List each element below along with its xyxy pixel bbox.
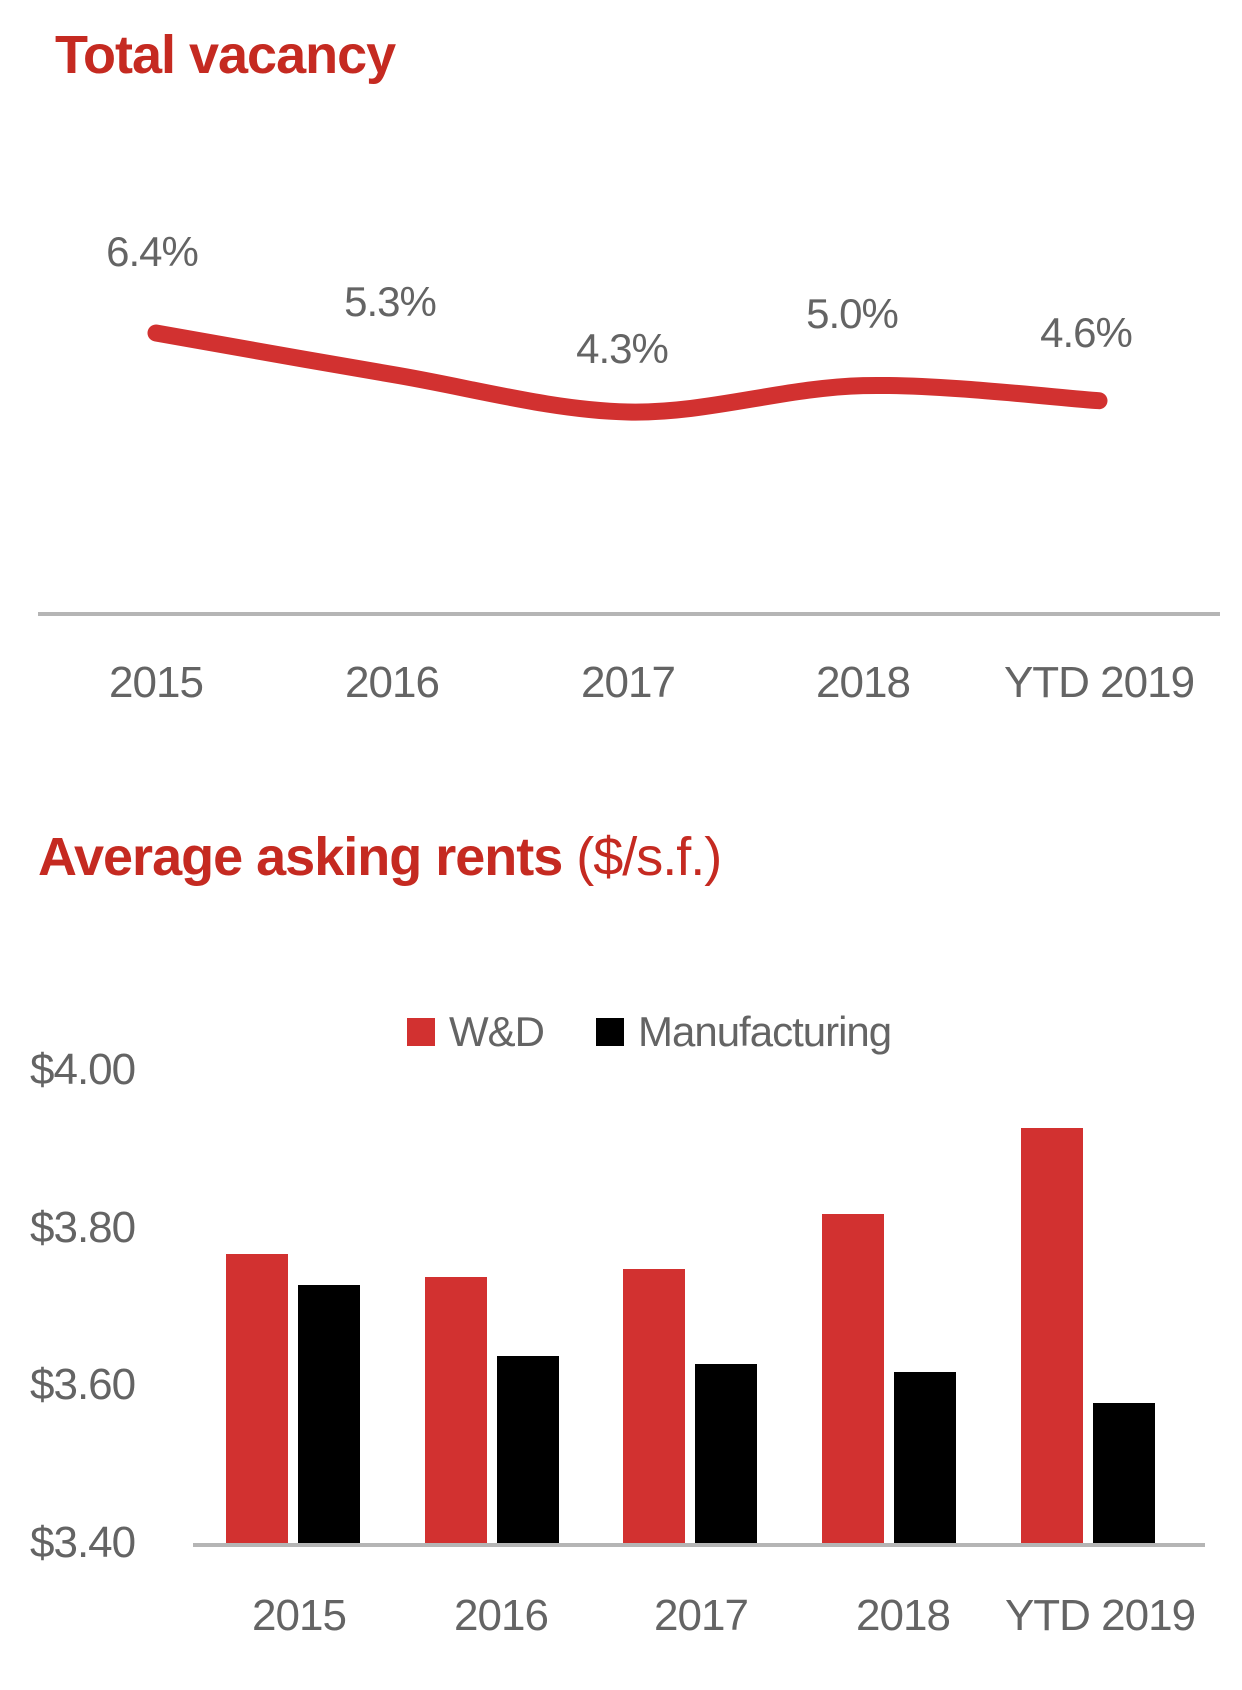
rents-x-label-2016: 2016 bbox=[454, 1591, 549, 1640]
bar-manufacturing-2018 bbox=[894, 1372, 956, 1545]
bar-manufacturing-2015 bbox=[298, 1285, 360, 1545]
manufacturing-legend-swatch-icon bbox=[596, 1018, 624, 1046]
rents-x-label-2017: 2017 bbox=[654, 1591, 749, 1640]
bar-manufacturing-2017 bbox=[695, 1364, 757, 1545]
rents-x-label-2015: 2015 bbox=[252, 1591, 347, 1640]
vacancy-x-label-2018: 2018 bbox=[816, 658, 911, 707]
legend: W&D Manufacturing bbox=[407, 1008, 892, 1056]
bar-manufacturing-ytd2019 bbox=[1093, 1403, 1155, 1545]
asking-rents-title-suffix: ($/s.f.) bbox=[576, 827, 722, 887]
vacancy-x-label-2016: 2016 bbox=[345, 658, 440, 707]
vacancy-value-label-2018: 5.0% bbox=[806, 290, 899, 337]
ytick-label-380: $3.80 bbox=[30, 1203, 136, 1252]
ytick-label-400: $4.00 bbox=[30, 1045, 136, 1094]
manufacturing-legend-label: Manufacturing bbox=[638, 1008, 892, 1055]
vacancy-value-label-2017: 4.3% bbox=[576, 325, 669, 372]
rents-x-label-ytd2019: YTD 2019 bbox=[1004, 1591, 1196, 1640]
vacancy-value-label-2016: 5.3% bbox=[344, 278, 437, 325]
vacancy-x-label-2015: 2015 bbox=[109, 658, 204, 707]
bar-wd-ytd2019 bbox=[1021, 1128, 1083, 1545]
wd-legend-label: W&D bbox=[449, 1008, 545, 1055]
bar-wd-2015 bbox=[226, 1254, 288, 1545]
ytick-label-360: $3.60 bbox=[30, 1360, 136, 1409]
bars-plot-area bbox=[0, 720, 1242, 1690]
bar-wd-2016 bbox=[425, 1277, 487, 1545]
asking-rents-chart: Average asking rents ($/s.f.) W&D Manufa… bbox=[0, 720, 1242, 1690]
wd-legend-swatch-icon bbox=[407, 1018, 435, 1046]
rents-x-axis-line bbox=[193, 1543, 1205, 1547]
rents-x-label-2018: 2018 bbox=[856, 1591, 951, 1640]
asking-rents-title-main: Average asking rents bbox=[38, 827, 563, 887]
asking-rents-title: Average asking rents ($/s.f.) bbox=[38, 826, 722, 888]
total-vacancy-chart: Total vacancy 6.4% 5.3% 4.3% 5.0% 4.6% 2… bbox=[0, 0, 1242, 720]
legend-item-manufacturing: Manufacturing bbox=[596, 1008, 892, 1056]
ytick-label-340: $3.40 bbox=[30, 1518, 136, 1567]
bar-manufacturing-2016 bbox=[497, 1356, 559, 1545]
vacancy-line-chart bbox=[147, 324, 1108, 421]
vacancy-x-label-2017: 2017 bbox=[581, 658, 676, 707]
vacancy-value-label-2015: 6.4% bbox=[106, 228, 199, 275]
legend-item-wd: W&D bbox=[407, 1008, 545, 1056]
bar-wd-2017 bbox=[623, 1269, 685, 1545]
vacancy-x-axis-line bbox=[38, 612, 1220, 616]
bar-wd-2018 bbox=[822, 1214, 884, 1545]
total-vacancy-title: Total vacancy bbox=[55, 25, 396, 85]
vacancy-value-label-ytd2019: 4.6% bbox=[1040, 309, 1133, 356]
vacancy-x-label-ytd2019: YTD 2019 bbox=[1003, 658, 1195, 707]
vacancy-trend-line bbox=[147, 324, 1108, 421]
